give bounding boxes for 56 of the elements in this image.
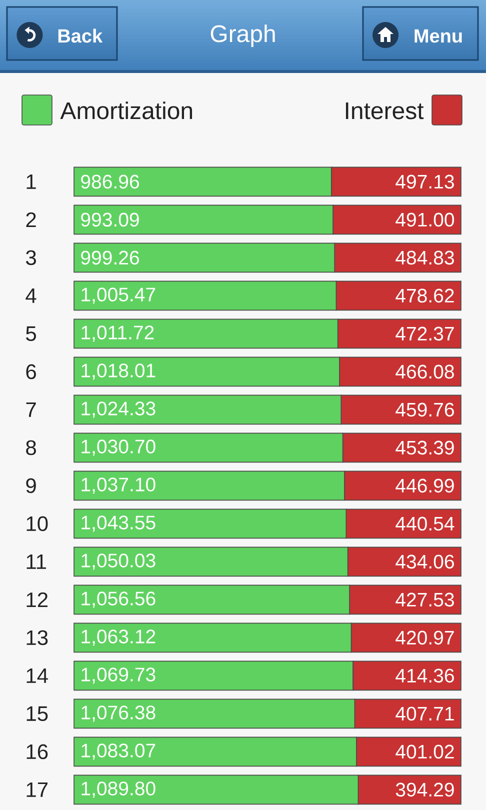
- y-tick-label: 8: [26, 440, 36, 456]
- y-tick-label: 5: [26, 326, 36, 342]
- data-label: 1,030.70: [82, 440, 156, 456]
- data-label: 407.71: [396, 706, 454, 721]
- data-label: 401.02: [396, 744, 454, 759]
- data-label: 1,050.03: [82, 554, 156, 570]
- data-label: 1,024.33: [82, 402, 156, 418]
- data-label: 440.54: [396, 516, 454, 531]
- data-label: 478.62: [396, 288, 454, 303]
- data-label: 1,005.47: [82, 288, 156, 304]
- data-label: 1,043.55: [82, 516, 156, 532]
- data-label: 1,056.56: [82, 592, 156, 608]
- data-label: 1,083.07: [82, 744, 156, 760]
- y-tick-label: 6: [26, 364, 36, 380]
- data-label: 491.00: [396, 212, 454, 227]
- data-label: 1,069.73: [82, 668, 156, 684]
- data-label: 466.08: [396, 364, 454, 379]
- y-tick-label: 4: [26, 288, 36, 303]
- y-tick-label: 13: [26, 630, 48, 646]
- data-label: 472.37: [396, 326, 454, 341]
- data-label: 414.36: [396, 668, 454, 683]
- y-tick-label: 2: [26, 212, 36, 228]
- y-tick-label: 16: [26, 744, 48, 760]
- data-label: 434.06: [396, 554, 454, 569]
- data-label: 1,089.80: [82, 782, 156, 798]
- data-label: 999.26: [81, 250, 139, 265]
- y-tick-label: 14: [26, 668, 48, 683]
- data-label: 459.76: [396, 402, 454, 417]
- data-label: 484.83: [396, 250, 454, 265]
- legend-label: Amortization: [60, 102, 192, 120]
- series-label: Interest: [346, 102, 424, 120]
- y-tick-label: 3: [26, 250, 36, 266]
- data-label: 1,076.38: [82, 706, 156, 722]
- data-label: 1,063.12: [82, 630, 156, 646]
- y-tick-label: 17: [26, 782, 48, 797]
- y-tick-label: 1: [26, 174, 36, 189]
- text: Menu: [414, 29, 462, 43]
- data-label: 420.97: [396, 630, 454, 645]
- data-label: 446.99: [396, 478, 454, 493]
- data-label: 497.13: [396, 174, 454, 189]
- data-label: 453.39: [396, 440, 454, 455]
- data-label: 1,018.01: [82, 364, 156, 380]
- y-tick-label: 11: [26, 554, 46, 569]
- data-label: 986.96: [81, 174, 139, 189]
- text: Back: [58, 28, 103, 43]
- y-tick-label: 7: [26, 402, 36, 417]
- y-tick-label: 15: [26, 706, 48, 722]
- data-label: 1,037.10: [82, 478, 156, 494]
- data-label: 1,011.72: [82, 326, 154, 342]
- data-label: 993.09: [81, 212, 139, 227]
- y-tick-label: 9: [26, 478, 36, 494]
- y-tick-label: 10: [26, 516, 48, 532]
- y-tick-label: 12: [26, 592, 48, 608]
- data-label: 394.29: [396, 782, 454, 797]
- data-label: 427.53: [396, 592, 454, 607]
- chart-title: Graph: [210, 24, 275, 47]
